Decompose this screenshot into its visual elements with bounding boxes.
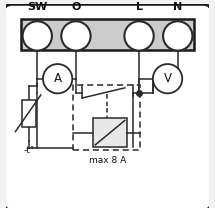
Bar [73, 85, 140, 150]
FancyBboxPatch shape [4, 4, 211, 208]
Circle shape [124, 21, 154, 51]
Bar [93, 118, 127, 147]
Text: L: L [136, 1, 143, 11]
Circle shape [43, 64, 72, 93]
Text: -t°: -t° [23, 146, 35, 155]
Circle shape [163, 21, 192, 51]
Text: SW: SW [27, 1, 47, 11]
Circle shape [153, 64, 182, 93]
Text: N: N [173, 1, 182, 11]
Bar [23, 100, 36, 126]
Text: O: O [71, 1, 81, 11]
Text: V: V [164, 72, 172, 85]
Circle shape [61, 21, 91, 51]
Text: max 8 A: max 8 A [89, 156, 126, 165]
Circle shape [23, 21, 52, 51]
Text: A: A [54, 72, 62, 85]
FancyBboxPatch shape [21, 19, 194, 50]
